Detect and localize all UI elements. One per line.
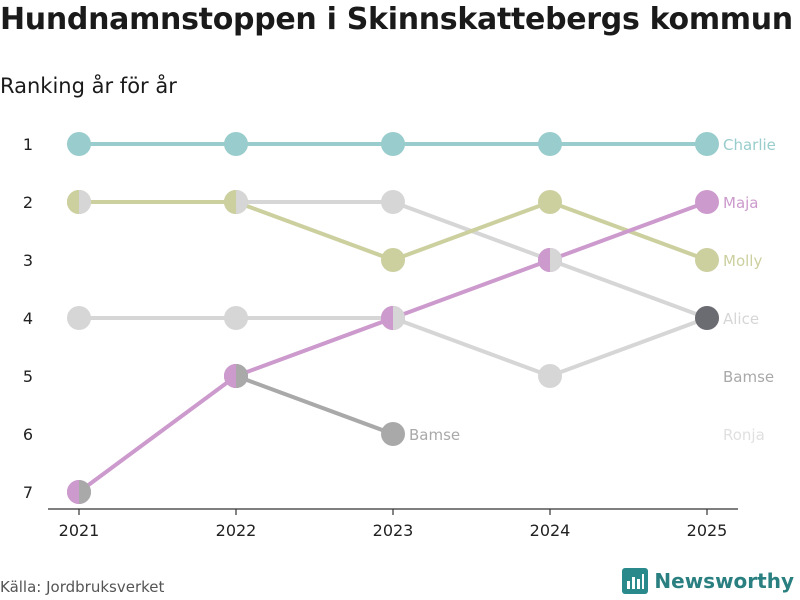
end-label-charlie: Charlie	[723, 136, 776, 154]
brand-name: Newsworthy	[654, 569, 794, 593]
overlap-point-left	[67, 190, 79, 214]
chart-title: Hundnamnstoppen i Skinnskattebergs kommu…	[0, 2, 793, 37]
data-point-charlie	[538, 132, 562, 156]
data-point-bamse	[381, 422, 405, 446]
x-tick-label: 2022	[216, 521, 257, 540]
overlap-point-left	[224, 190, 236, 214]
annotation-label: Ronja	[723, 426, 765, 444]
data-point-maja	[695, 190, 719, 214]
brand-logo: Newsworthy	[622, 568, 794, 594]
data-point-charlie	[67, 132, 91, 156]
y-tick-label: 4	[23, 309, 33, 328]
data-point-alice	[67, 306, 91, 330]
overlap-point-right	[550, 248, 562, 272]
series-labels: Alice Molly Maja Charlie Bamse Bamse Ronja	[409, 136, 776, 444]
end-label-alice: Alice	[723, 310, 759, 328]
series-line-maja	[77, 200, 709, 494]
overlap-point-right	[236, 364, 248, 388]
overlap-point-left	[381, 306, 393, 330]
x-tick-label: 2025	[687, 521, 728, 540]
overlap-point-right	[236, 190, 248, 214]
data-point-molly	[695, 248, 719, 272]
x-axis: 2021 2022 2023 2024 2025	[59, 509, 728, 540]
end-label-molly: Molly	[723, 252, 762, 270]
ranking-chart: 1 2 3 4 5 6 7 2021 2022 2023 2024 2025 Alice Molly M…	[23, 132, 776, 540]
highlight-point	[695, 306, 719, 330]
overlap-point-right	[79, 480, 91, 504]
y-tick-label: 7	[23, 483, 33, 502]
x-tick-label: 2021	[59, 521, 100, 540]
overlap-point-left	[67, 480, 79, 504]
y-tick-label: 3	[23, 251, 33, 270]
y-tick-label: 1	[23, 135, 33, 154]
x-tick-label: 2023	[373, 521, 414, 540]
overlap-point-right	[393, 306, 405, 330]
y-tick-label: 2	[23, 193, 33, 212]
overlap-point-right	[79, 190, 91, 214]
newsworthy-logo-icon	[622, 568, 649, 594]
series-line-bamse	[234, 374, 395, 436]
y-axis: 1 2 3 4 5 6 7	[23, 135, 33, 502]
series-points	[67, 132, 719, 504]
data-point-alice	[224, 306, 248, 330]
data-point-bamse	[381, 190, 405, 214]
data-point-molly	[538, 190, 562, 214]
data-point-charlie	[695, 132, 719, 156]
y-tick-label: 6	[23, 425, 33, 444]
source-note: Källa: Jordbruksverket	[0, 578, 165, 596]
data-point-charlie	[224, 132, 248, 156]
y-tick-label: 5	[23, 367, 33, 386]
data-point-molly	[381, 248, 405, 272]
annotation-label: Bamse	[409, 426, 460, 444]
overlap-point-left	[224, 364, 236, 388]
end-label-maja: Maja	[723, 194, 759, 212]
data-point-charlie	[381, 132, 405, 156]
data-point-alice	[538, 364, 562, 388]
annotation-label: Bamse	[723, 368, 774, 386]
x-tick-label: 2024	[530, 521, 571, 540]
overlap-point-left	[538, 248, 550, 272]
chart-subtitle: Ranking år för år	[0, 74, 177, 98]
